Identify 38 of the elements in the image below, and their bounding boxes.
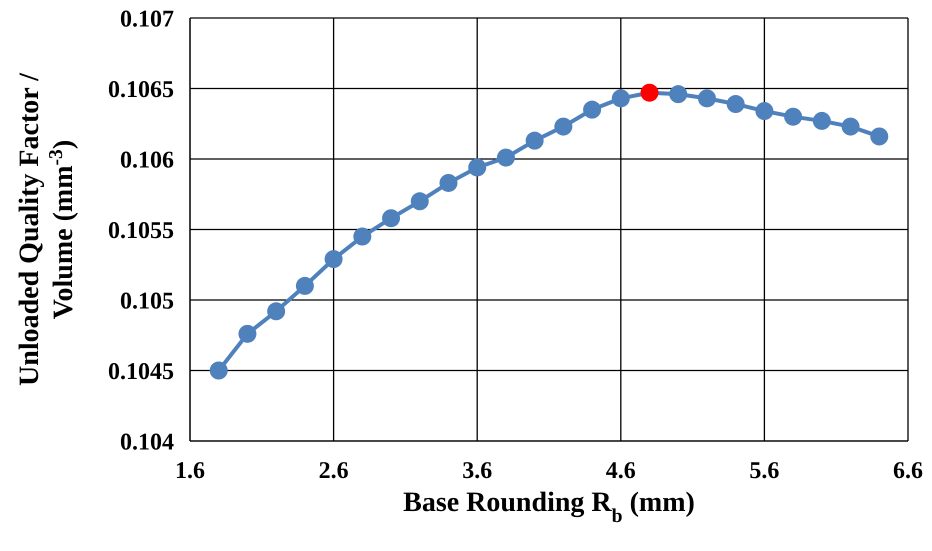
point	[612, 89, 630, 108]
point	[554, 118, 572, 136]
y-tick-label: 0.1055	[108, 218, 174, 244]
point	[468, 158, 486, 176]
point	[640, 84, 659, 102]
x-tick-label: 3.6	[462, 458, 492, 484]
y-tick-label: 0.105	[120, 288, 174, 315]
point	[324, 250, 343, 268]
x-tick-label: 2.6	[318, 458, 349, 484]
point	[238, 324, 256, 343]
x-axis-title: Base Rounding R$_{b}$ (mm)	[403, 487, 695, 526]
x-tick-label: 6.6	[893, 458, 923, 484]
point	[526, 132, 544, 150]
point	[698, 89, 716, 108]
point	[583, 100, 602, 119]
point	[870, 127, 888, 146]
point	[439, 174, 458, 192]
y-tick-label: 0.1045	[108, 359, 174, 386]
x-tick-label: 4.6	[606, 458, 636, 484]
point	[726, 95, 745, 114]
point	[210, 362, 228, 380]
point	[296, 276, 314, 295]
y-tick-label: 0.106	[120, 148, 174, 174]
y-tick-label: 0.104	[120, 430, 174, 456]
point	[382, 209, 400, 228]
point	[669, 85, 688, 104]
x-tick-label: 1.6	[175, 458, 205, 484]
point	[410, 192, 429, 210]
x-tick-label: 5.6	[749, 458, 780, 484]
point	[812, 112, 831, 130]
point	[784, 108, 802, 126]
point	[353, 228, 372, 246]
point	[267, 302, 286, 320]
point	[496, 148, 515, 167]
y-tick-label: 0.1065	[108, 77, 174, 104]
point	[842, 118, 860, 136]
point	[755, 102, 774, 120]
y-tick-label: 0.107	[120, 6, 174, 33]
